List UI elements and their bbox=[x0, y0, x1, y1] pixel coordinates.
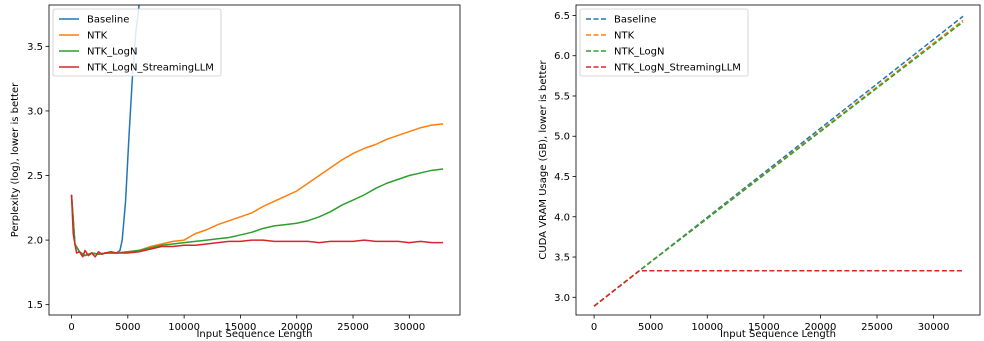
perplexity-x-tick-label-6: 30000 bbox=[393, 322, 425, 333]
perplexity-x-tick-label-0: 0 bbox=[68, 322, 74, 333]
perplexity-legend-label-0: Baseline bbox=[87, 15, 129, 26]
vram-x-tick-label-2: 10000 bbox=[691, 322, 723, 333]
vram-x-tick-label-3: 15000 bbox=[748, 322, 780, 333]
vram-legend-label-3: NTK_LogN_StreamingLLM bbox=[614, 63, 741, 74]
vram-series-line-3 bbox=[593, 269, 964, 307]
vram-x-ticks: 0 5000 10000 15000 20000 25000 30000 bbox=[591, 315, 950, 333]
perplexity-x-tick-label-5: 25000 bbox=[337, 322, 369, 333]
perplexity-legend: Baseline NTK NTK_LogN NTK_LogN_StreamingLLM bbox=[52, 8, 222, 77]
perplexity-x-ticks: 0 5000 10000 15000 20000 25000 30000 bbox=[68, 315, 425, 333]
perplexity-chart: 0 5000 10000 15000 20000 25000 30000 1.5 2.0 2.5… bbox=[10, 4, 461, 340]
vram-x-tick-label-4: 20000 bbox=[805, 322, 837, 333]
vram-chart: 0 5000 10000 15000 20000 25000 30000 3.0 3.5 4.0… bbox=[538, 4, 981, 340]
perplexity-series-line-1 bbox=[70, 123, 444, 257]
vram-x-tick-label-6: 30000 bbox=[918, 322, 950, 333]
vram-y-tick-label-5: 5.5 bbox=[554, 91, 570, 102]
perplexity-y-ticks: 1.5 2.0 2.5 3.0 3.5 bbox=[27, 42, 49, 311]
vram-y-tick-label-1: 3.5 bbox=[554, 253, 570, 264]
vram-legend: Baseline NTK NTK_LogN NTK_LogN_StreamingLLM bbox=[579, 8, 749, 77]
vram-y-tick-label-4: 5.0 bbox=[554, 132, 570, 143]
perplexity-x-tick-label-3: 15000 bbox=[225, 322, 257, 333]
vram-y-tick-label-7: 6.5 bbox=[554, 11, 570, 22]
perplexity-x-axis-label: Input Sequence Length bbox=[196, 329, 312, 340]
perplexity-legend-label-1: NTK bbox=[87, 31, 108, 42]
vram-x-tick-label-1: 5000 bbox=[638, 322, 663, 333]
vram-y-axis-label: CUDA VRAM Usage (GB), lower is better bbox=[538, 59, 549, 259]
vram-legend-label-1: NTK bbox=[614, 31, 635, 42]
vram-legend-label-0: Baseline bbox=[614, 15, 656, 26]
vram-y-tick-label-3: 4.5 bbox=[554, 172, 570, 183]
perplexity-x-tick-label-1: 5000 bbox=[115, 322, 140, 333]
perplexity-y-tick-label-4: 3.5 bbox=[27, 42, 43, 53]
perplexity-plot-frame bbox=[48, 4, 461, 316]
vram-y-tick-label-0: 3.0 bbox=[554, 293, 570, 304]
vram-legend-box bbox=[579, 8, 749, 77]
vram-x-axis-label: Input Sequence Length bbox=[720, 329, 836, 340]
perplexity-legend-label-3: NTK_LogN_StreamingLLM bbox=[87, 63, 214, 74]
vram-legend-label-2: NTK_LogN bbox=[614, 47, 665, 58]
perplexity-legend-label-2: NTK_LogN bbox=[87, 47, 138, 58]
perplexity-series-line-3 bbox=[70, 194, 444, 258]
vram-x-tick-label-5: 25000 bbox=[861, 322, 893, 333]
perplexity-y-tick-label-3: 3.0 bbox=[27, 106, 43, 117]
perplexity-x-tick-label-4: 20000 bbox=[281, 322, 313, 333]
vram-y-ticks: 3.0 3.5 4.0 4.5 5.0 5.5 6.0 6.5 bbox=[554, 11, 576, 304]
perplexity-y-axis-label: Perplexity (log), lower is better bbox=[10, 82, 21, 237]
perplexity-x-tick-label-2: 10000 bbox=[168, 322, 200, 333]
perplexity-y-tick-label-1: 2.0 bbox=[27, 236, 43, 247]
vram-plot-frame bbox=[575, 4, 981, 316]
vram-y-tick-label-6: 6.0 bbox=[554, 51, 570, 62]
perplexity-y-tick-label-0: 1.5 bbox=[27, 300, 43, 311]
perplexity-legend-box bbox=[52, 8, 222, 77]
vram-y-tick-label-2: 4.0 bbox=[554, 212, 570, 223]
perplexity-y-tick-label-2: 2.5 bbox=[27, 171, 43, 182]
vram-series-layer bbox=[593, 15, 964, 307]
vram-x-tick-label-0: 0 bbox=[591, 322, 597, 333]
